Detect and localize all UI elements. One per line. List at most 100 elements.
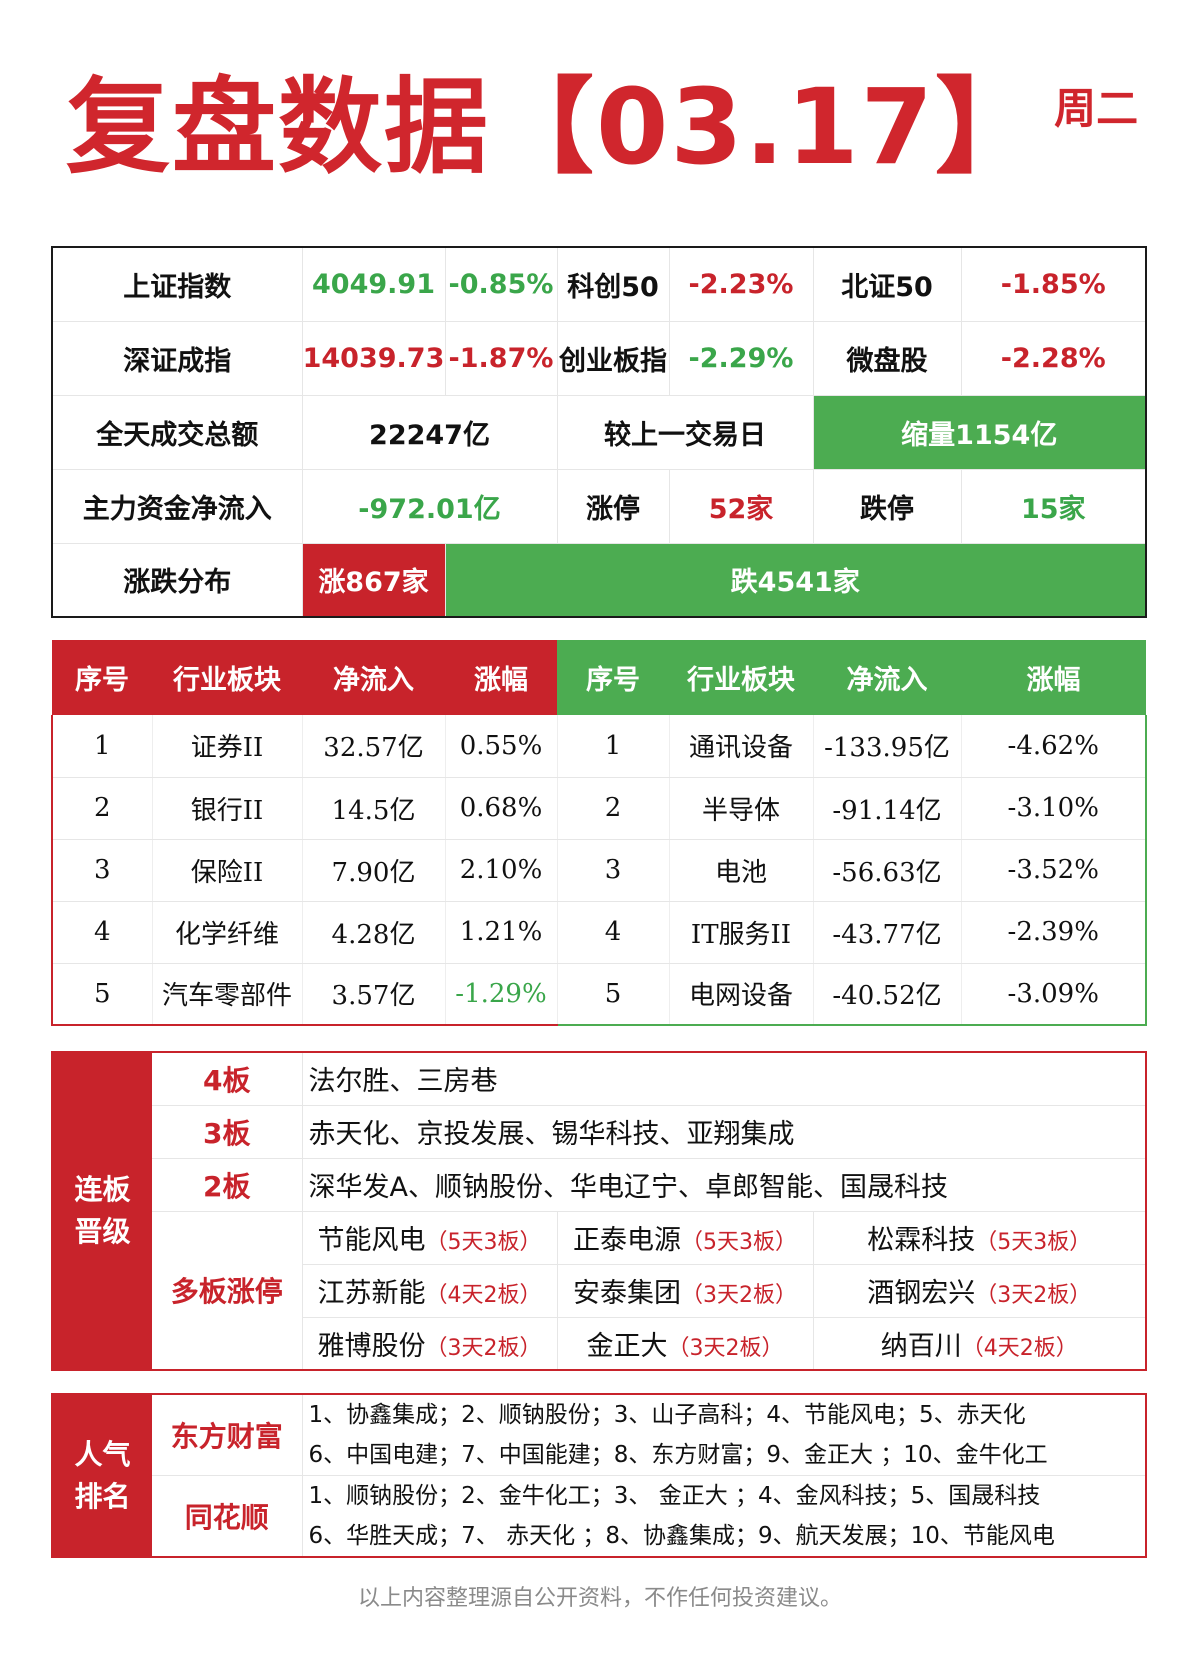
popularity-side-text: 人气排名 bbox=[74, 1437, 131, 1513]
decliners-bar: 跌4541家 bbox=[444, 542, 1147, 618]
sector-name: 银行II bbox=[151, 777, 302, 840]
multi-board-stock: 松霖科技（5天3板） bbox=[813, 1211, 1146, 1265]
net-inflow: 3.57亿 bbox=[301, 963, 445, 1026]
net-inflow: 7.90亿 bbox=[301, 839, 445, 902]
rank-cell: 3 bbox=[51, 839, 152, 902]
rank-cell: 4 bbox=[556, 901, 669, 964]
rank-cell: 4 bbox=[51, 901, 152, 964]
stock-note: （4天2板） bbox=[961, 1335, 1078, 1361]
stock-note: （3天2板） bbox=[975, 1283, 1092, 1308]
pct-change: 2.10% bbox=[444, 839, 557, 902]
net-inflow: 14.5亿 bbox=[301, 777, 445, 840]
popularity-row: 同花顺 1、顺钠股份；2、金牛化工；3、 金正大 ；4、金风科技；5、国晟科技 … bbox=[52, 1475, 1146, 1558]
summary-row-capital: 主力资金净流入 -972.01亿 涨停 52家 跌停 15家 bbox=[51, 468, 1147, 544]
col-header: 序号 bbox=[52, 640, 152, 715]
multi-board-label: 多板涨停 bbox=[152, 1211, 303, 1370]
source-name: 东方财富 bbox=[152, 1394, 303, 1476]
index-label: 微盘股 bbox=[812, 320, 962, 396]
rank-line: 1、顺钠股份；2、金牛化工；3、 金正大 ；4、金风科技；5、国晟科技 bbox=[308, 1483, 1041, 1509]
ladder-row: 2板 深华发A、顺钠股份、华电辽宁、卓郎智能、国晟科技 bbox=[52, 1158, 1146, 1212]
rank-list: 1、顺钠股份；2、金牛化工；3、 金正大 ；4、金风科技；5、国晟科技 6、华胜… bbox=[302, 1476, 1146, 1558]
col-header: 行业板块 bbox=[152, 640, 302, 715]
multi-board-stock: 正泰电源（5天3板） bbox=[557, 1211, 814, 1265]
multi-board-row: 多板涨停 节能风电（5天3板） 正泰电源（5天3板） 松霖科技（5天3板） bbox=[52, 1211, 1146, 1370]
multi-board-stock: 金正大（3天2板） bbox=[557, 1317, 814, 1370]
limit-down-value: 15家 bbox=[960, 468, 1147, 544]
pct-change: -3.10% bbox=[960, 777, 1147, 840]
summary-row-breadth: 涨跌分布 涨867家 跌4541家 bbox=[51, 542, 1147, 618]
net-inflow: -91.14亿 bbox=[812, 777, 961, 840]
pct-change: -3.52% bbox=[960, 839, 1147, 902]
table-row: 4 化学纤维 4.28亿 1.21% 4 IT服务II -43.77亿 -2.3… bbox=[51, 901, 1147, 964]
board-level: 2板 bbox=[152, 1158, 303, 1212]
col-header: 净流入 bbox=[302, 640, 445, 715]
page-title: 复盘数据【03.17】 bbox=[66, 66, 1041, 188]
table-row: 3 保险II 7.90亿 2.10% 3 电池 -56.63亿 -3.52% bbox=[51, 839, 1147, 902]
ladder-side-label: 连板晋级 bbox=[52, 1052, 152, 1370]
popularity-row: 人气排名 东方财富 1、协鑫集成；2、顺钠股份；3、山子高科；4、节能风电；5、… bbox=[52, 1394, 1146, 1557]
rank-list: 1、协鑫集成；2、顺钠股份；3、山子高科；4、节能风电；5、赤天化 6、中国电建… bbox=[302, 1394, 1146, 1476]
stock-note: （3天2板） bbox=[425, 1335, 542, 1361]
stock-name: 节能风电 bbox=[317, 1225, 426, 1256]
rank-line: 1、协鑫集成；2、顺钠股份；3、山子高科；4、节能风电；5、赤天化 bbox=[308, 1402, 1026, 1428]
stock-name: 酒钢宏兴 bbox=[867, 1278, 976, 1309]
index-label: 科创50 bbox=[556, 246, 670, 322]
sector-name: 汽车零部件 bbox=[151, 963, 302, 1026]
stock-name: 安泰集团 bbox=[573, 1278, 681, 1309]
index-value: 4049.91 bbox=[301, 246, 446, 322]
index-value: 14039.73 bbox=[301, 320, 446, 396]
index-label: 上证指数 bbox=[51, 246, 303, 322]
turnover-label: 全天成交总额 bbox=[51, 394, 303, 470]
net-inflow: 4.28亿 bbox=[301, 901, 445, 964]
net-inflow: -133.95亿 bbox=[812, 715, 961, 778]
turnover-compare-label: 较上一交易日 bbox=[556, 394, 814, 470]
rank-cell: 2 bbox=[556, 777, 669, 840]
col-header: 涨幅 bbox=[445, 640, 557, 715]
multi-board-row: 雅博股份（3天2板） 金正大（3天2板） 纳百川（4天2板） bbox=[52, 1317, 1146, 1370]
board-level: 4板 bbox=[152, 1052, 303, 1106]
ladder-row: 连板晋级 4板 法尔胜、三房巷 bbox=[52, 1052, 1146, 1370]
multi-board-row: 江苏新能（4天2板） 安泰集团（3天2板） 酒钢宏兴（3天2板） bbox=[52, 1264, 1146, 1318]
pct-change: -4.62% bbox=[960, 715, 1147, 778]
turnover-compare-value: 缩量1154亿 bbox=[812, 394, 1147, 470]
stock-name: 江苏新能 bbox=[317, 1278, 426, 1309]
net-inflow-label: 主力资金净流入 bbox=[51, 468, 303, 544]
multi-board-stock: 雅博股份（3天2板） bbox=[302, 1317, 558, 1370]
summary-row-shenzhen: 深证成指 14039.73 -1.87% 创业板指 -2.29% 微盘股 -2.… bbox=[51, 320, 1147, 396]
col-header: 净流入 bbox=[813, 640, 961, 715]
sector-name: 保险II bbox=[151, 839, 302, 902]
disclaimer-footer: 以上内容整理源自公开资料，不作任何投资建议。 bbox=[357, 1586, 842, 1611]
rank-cell: 5 bbox=[51, 963, 152, 1026]
stock-note: （5天3板） bbox=[975, 1230, 1092, 1255]
market-summary-table: 上证指数 4049.91 -0.85% 科创50 -2.23% 北证50 -1.… bbox=[51, 246, 1147, 618]
rank-cell: 3 bbox=[556, 839, 669, 902]
pct-change: 0.55% bbox=[444, 715, 557, 778]
stock-note: （5天3板） bbox=[425, 1230, 542, 1255]
sector-name: 通讯设备 bbox=[668, 715, 813, 778]
page-header: 复盘数据【03.17】 周二 bbox=[66, 62, 1138, 192]
multi-board-stock: 纳百川（4天2板） bbox=[813, 1317, 1146, 1370]
index-change: -0.85% bbox=[444, 246, 558, 322]
pct-change: 1.21% bbox=[444, 901, 557, 964]
pct-change: -1.29% bbox=[444, 963, 557, 1026]
limit-down-label: 跌停 bbox=[812, 468, 962, 544]
index-change: -2.28% bbox=[960, 320, 1147, 396]
turnover-value: 22247亿 bbox=[301, 394, 558, 470]
stock-name: 纳百川 bbox=[880, 1330, 962, 1362]
stock-note: （3天2板） bbox=[667, 1335, 784, 1361]
popularity-side-label: 人气排名 bbox=[52, 1394, 152, 1557]
index-change: -2.29% bbox=[668, 320, 814, 396]
board-level: 3板 bbox=[152, 1105, 303, 1159]
multi-board-stock: 节能风电（5天3板） bbox=[302, 1211, 558, 1265]
advancers-bar: 涨867家 bbox=[301, 542, 446, 618]
stock-name: 雅博股份 bbox=[317, 1330, 426, 1362]
limit-up-label: 涨停 bbox=[556, 468, 670, 544]
table-row: 1 证券II 32.57亿 0.55% 1 通讯设备 -133.95亿 -4.6… bbox=[51, 715, 1147, 778]
sector-name: 化学纤维 bbox=[151, 901, 302, 964]
stock-name: 松霖科技 bbox=[867, 1225, 976, 1256]
pct-change: -3.09% bbox=[960, 963, 1147, 1026]
board-stocks: 深华发A、顺钠股份、华电辽宁、卓郎智能、国晟科技 bbox=[302, 1158, 1146, 1212]
sector-name: 电网设备 bbox=[668, 963, 813, 1026]
table-row: 2 银行II 14.5亿 0.68% 2 半导体 -91.14亿 -3.10% bbox=[51, 777, 1147, 840]
col-header: 涨幅 bbox=[961, 640, 1146, 715]
